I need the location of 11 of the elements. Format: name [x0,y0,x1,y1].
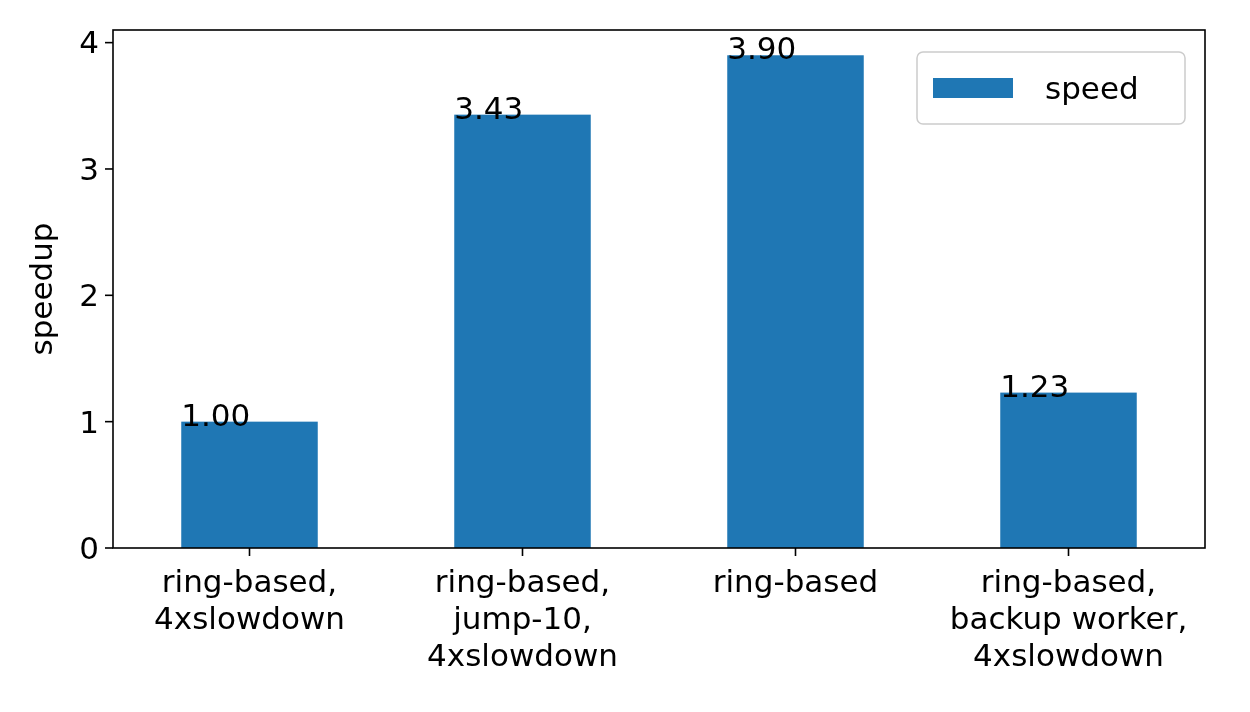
x-tick-label: ring-based [712,563,879,599]
x-tick-label: ring-based, jump-10, 4xslowdown [427,563,618,673]
legend-label: speed [1045,70,1139,106]
y-axis-title: speedup [23,222,59,356]
y-tick-label: 3 [79,150,99,187]
x-tick-label: ring-based, 4xslowdown [154,563,345,636]
y-tick-label: 0 [79,529,99,566]
y-tick-label: 1 [79,403,99,440]
y-tick-label: 2 [79,277,99,314]
y-tick-label: 4 [79,24,99,61]
x-tick-label: ring-based, backup worker, 4xslowdown [949,563,1188,673]
